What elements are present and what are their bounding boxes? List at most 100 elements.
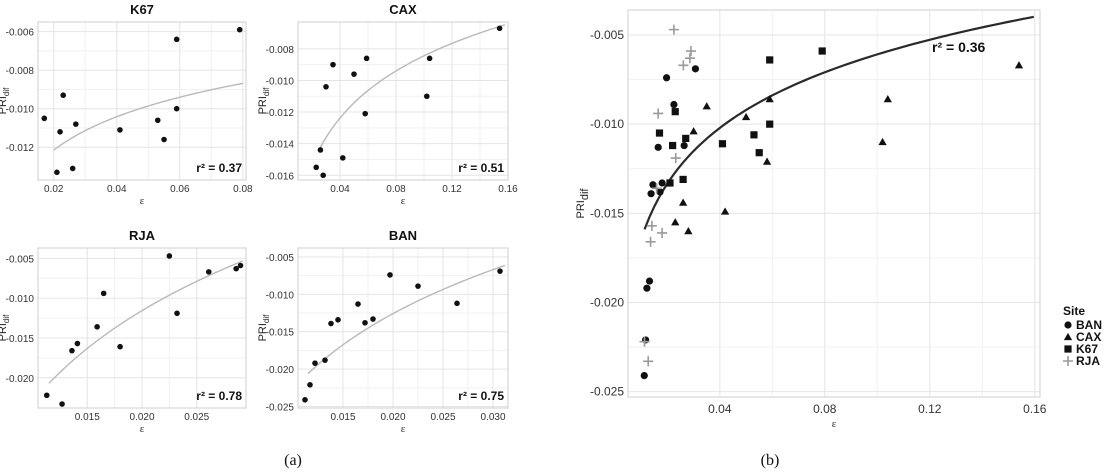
plot-frame [627,9,1041,398]
data-point [161,136,167,143]
r-squared-label: r² = 0.37 [196,161,242,175]
x-tick-label: 0.04 [107,184,127,195]
data-point [74,340,81,347]
data-point [233,265,239,272]
y-tick-label: -0.014 [266,140,295,151]
data-point [454,300,460,307]
data-point [363,55,370,62]
data-point [496,25,503,32]
point-rja [678,60,689,71]
point-cax [702,102,711,110]
point-rja [685,45,697,57]
data-point [328,320,334,327]
point-cax [741,112,751,121]
data-point [313,164,320,171]
y-axis-label-subscript: dif [2,314,11,323]
r-squared-label: r² = 0.51 [458,161,504,175]
data-point [387,272,393,278]
data-point [370,316,376,322]
point-k67 [666,179,674,187]
data-point [54,169,60,176]
data-point [60,92,67,99]
point-ban [656,188,664,196]
point-cax [765,95,774,103]
x-tick-label: 0.04 [708,402,732,416]
legend-marker-ban [1064,321,1072,329]
y-axis-label: PRIdif [0,87,11,115]
point-cax [671,218,680,226]
chart-cax: 0.04 0.08 0.12 0.16 -0.016 -0.014 -0.012 -0.010… [257,2,518,207]
data-point [43,392,50,399]
data-point [94,324,100,330]
y-tick-label: -0.015 [6,334,35,345]
point-k67 [671,108,679,116]
point-cax [684,227,693,235]
x-tick-label: 0.16 [1023,402,1047,416]
plot-frame [37,247,247,409]
y-tick-label: -0.025 [590,385,624,399]
legend-label-ban: BAN [1076,318,1102,332]
data-point [323,83,329,90]
point-ban [680,141,688,150]
x-tick-label: 0.08 [233,184,253,195]
x-tick-label: 0.020 [380,412,405,423]
x-tick-label: 0.015 [75,412,100,423]
chart-title: BAN [389,228,417,243]
data-point [205,269,212,275]
data-point [497,268,503,274]
x-tick-label: 0.020 [129,412,154,423]
y-axis-label: PRIdif [257,87,271,115]
data-point [312,360,318,366]
legend-label-rja: RJA [1076,354,1100,368]
y-tick-label: -0.012 [266,108,295,119]
y-tick-label: -0.025 [266,403,295,414]
data-point [236,26,243,33]
legend-label-k67: K67 [1076,342,1098,356]
point-k67 [682,134,690,143]
y-tick-label: -0.008 [266,45,295,56]
fit-curve [318,24,506,151]
chart-k67: 0.02 0.04 0.06 0.08 -0.012 -0.010 -0.008 -0.006… [0,2,253,207]
fit-curve [307,264,506,375]
data-point [173,36,180,43]
x-axis-label: ε [140,423,145,435]
y-axis-label-subscript: dif [262,87,271,96]
point-ban [647,190,655,198]
point-ban [643,284,651,292]
fit-curve [643,15,1035,230]
y-tick-label: -0.020 [590,295,624,309]
point-cax [678,198,688,206]
y-tick-label: -0.008 [6,66,35,77]
x-tick-label: 0.12 [918,402,942,416]
point-k67 [750,131,758,139]
r-squared-label: r² = 0.75 [458,389,504,403]
data-point [302,396,308,403]
data-point [41,115,48,122]
y-tick-label: -0.010 [6,294,35,305]
point-k67 [718,140,727,148]
plot-frame [37,21,247,181]
point-ban [670,100,678,109]
fit-curve [48,260,244,384]
panel-label-b: (b) [761,452,780,469]
point-cax [1014,61,1024,69]
y-tick-label: -0.005 [266,253,295,264]
data-point [340,155,346,161]
point-k67 [679,175,687,184]
data-point [173,105,180,112]
point-cax [878,137,887,146]
data-point [174,310,180,317]
r-squared-label: r² = 0.36 [932,39,986,55]
y-tick-label: -0.005 [590,28,624,42]
chart-title: RJA [129,228,156,243]
point-ban [649,181,657,189]
x-tick-label: 0.025 [184,412,209,423]
y-axis-label: PRIdif [0,314,11,342]
y-tick-label: -0.012 [6,143,35,154]
point-k67 [766,120,774,128]
point-rja [670,152,681,164]
point-k67 [755,149,763,157]
y-tick-label: -0.016 [266,171,295,182]
x-tick-label: 0.08 [813,402,837,416]
